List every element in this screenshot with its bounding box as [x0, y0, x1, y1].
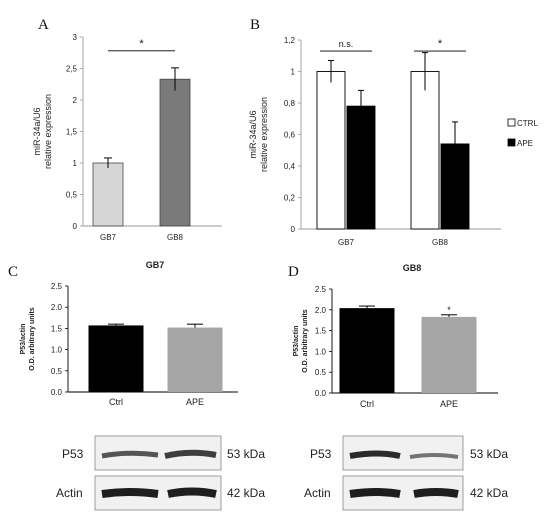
- chart-c: GB7 0.0 0.5 1.0 1.5 2.0 2.5 P53/actin O.D. arbit…: [20, 260, 238, 407]
- y-tick-label: 0: [73, 222, 78, 231]
- y-tick-label: 0.0: [315, 389, 327, 398]
- y-tick-label: 1,5: [66, 128, 78, 137]
- chart-title: GB8: [403, 263, 422, 273]
- bar: [92, 162, 124, 227]
- y-tick-label: 0,2: [284, 194, 296, 203]
- chart-d: GB8 0.0 0.5 1.0 1.5 2.0 2.5 P53/actin O.D. arbit…: [293, 263, 498, 409]
- y-axis-label: O.D. arbitrary units: [29, 307, 36, 371]
- legend-swatch: [507, 138, 516, 147]
- y-tick-label: 0,5: [66, 191, 78, 200]
- panel-letter-c: C: [8, 264, 18, 280]
- y-tick-label: 0.5: [315, 368, 327, 377]
- y-tick-label: 1.5: [315, 327, 327, 336]
- western-blot-right: P53 53 kDa Actin 42 kDa: [304, 435, 508, 511]
- bar: [316, 71, 346, 230]
- x-tick-label: GB7: [338, 238, 355, 247]
- blot-size-label: 42 kDa: [227, 486, 265, 500]
- y-axis-label: P53/actin: [293, 326, 300, 357]
- x-tick-label: APE: [186, 397, 204, 407]
- chart-title: GB7: [146, 260, 165, 270]
- panel-letter-d: D: [288, 264, 299, 280]
- significance-label: *: [447, 305, 451, 315]
- legend-label: CTRL: [517, 119, 538, 128]
- blot-band: [101, 449, 217, 498]
- y-tick-label: 0,6: [284, 131, 296, 140]
- blot-size-label: 42 kDa: [470, 486, 508, 500]
- y-tick-label: 3: [73, 33, 78, 42]
- y-tick-label: 2.5: [315, 285, 327, 294]
- y-tick-label: 2,5: [66, 65, 78, 74]
- y-axis-label: O.D. arbitrary units: [302, 309, 309, 373]
- y-tick-label: 1.5: [51, 324, 63, 333]
- y-tick-label: 1.0: [315, 347, 327, 356]
- y-axis-label: miR-34a/U6: [32, 107, 42, 155]
- chart-b: 0 0,2 0,4 0,6 0,8 1 1,2 miR-34a/U6 relative expr…: [248, 36, 538, 247]
- y-axis-label: miR-34a/U6: [248, 110, 258, 158]
- blot-protein-label: P53: [310, 447, 332, 461]
- y-axis-label: P53/actin: [20, 324, 27, 355]
- blot-protein-label: P53: [62, 447, 84, 461]
- y-tick-label: 1,2: [284, 36, 296, 45]
- y-tick-label: 2.0: [51, 303, 63, 312]
- x-tick-label: APE: [440, 399, 458, 409]
- y-tick-label: 0,4: [284, 162, 296, 171]
- legend-label: APE: [517, 139, 533, 148]
- panel-letter-a: A: [38, 17, 49, 33]
- significance-label: *: [139, 38, 144, 50]
- bar: [167, 327, 223, 392]
- y-tick-label: 1: [291, 68, 296, 77]
- y-tick-label: 0.5: [51, 367, 63, 376]
- y-axis-label: relative expression: [259, 97, 269, 172]
- y-axis-label: relative expression: [43, 94, 53, 169]
- y-tick-label: 0: [291, 225, 296, 234]
- x-tick-label: GB8: [167, 233, 184, 242]
- bar: [410, 71, 440, 230]
- blot-band: [349, 450, 459, 498]
- x-tick-label: GB8: [432, 238, 449, 247]
- x-tick-label: Ctrl: [109, 397, 123, 407]
- significance-label: *: [438, 38, 443, 50]
- blot-size-label: 53 kDa: [227, 447, 265, 461]
- blot-protein-label: Actin: [56, 486, 83, 500]
- significance-label: n.s.: [339, 39, 354, 49]
- blot-size-label: 53 kDa: [470, 447, 508, 461]
- y-tick-label: 2.5: [51, 282, 63, 291]
- western-blot-left: P53 53 kDa Actin 42 kDa: [56, 435, 265, 511]
- y-tick-label: 1.0: [51, 346, 63, 355]
- x-tick-label: Ctrl: [360, 399, 374, 409]
- y-tick-label: 1: [73, 159, 78, 168]
- y-tick-label: 2: [73, 96, 78, 105]
- bar: [88, 325, 144, 392]
- x-tick-label: GB7: [100, 233, 117, 242]
- chart-a: 0 0,5 1 1,5 2 2,5 3 miR-34a/U6 relative expressi…: [32, 33, 222, 242]
- y-tick-label: 2.0: [315, 306, 327, 315]
- bar: [159, 78, 191, 227]
- bar: [339, 308, 395, 393]
- panel-letter-b: B: [250, 17, 260, 33]
- bar: [346, 105, 376, 230]
- bar: [421, 316, 477, 393]
- y-tick-label: 0,8: [284, 99, 296, 108]
- blot-protein-label: Actin: [304, 486, 331, 500]
- legend-swatch: [507, 118, 516, 127]
- y-tick-label: 0.0: [51, 388, 63, 397]
